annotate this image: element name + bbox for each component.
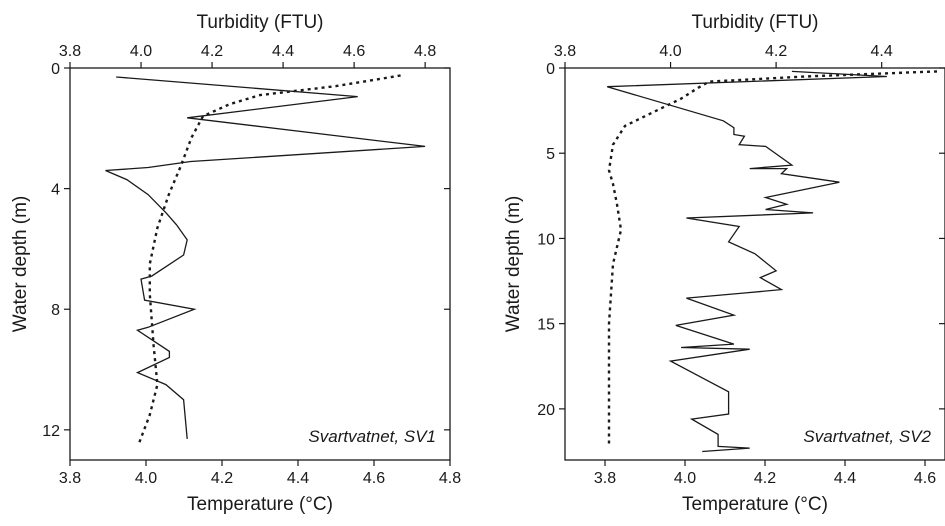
bottom-axis-tick-label: 4.4: [834, 470, 856, 487]
y-axis-tick-label: 0: [51, 61, 60, 78]
temperature-series-line: [137, 74, 401, 446]
top-axis-tick-label: 4.4: [871, 43, 893, 60]
top-axis-tick-label: 3.8: [554, 43, 576, 60]
bottom-axis-tick-label: 4.6: [363, 470, 385, 487]
y-axis-title: Water depth (m): [10, 196, 31, 333]
top-axis-tick-label: 3.8: [59, 43, 81, 60]
y-axis-tick-label: 15: [537, 317, 555, 334]
y-axis-tick-label: 5: [546, 146, 555, 163]
turbidity-series-line: [607, 70, 887, 453]
bottom-axis-tick-label: 4.2: [754, 470, 776, 487]
top-axis-tick-label: 4.6: [343, 43, 365, 60]
bottom-axis-tick-label: 4.0: [135, 470, 157, 487]
bottom-axis-tick-label: 3.8: [594, 470, 616, 487]
top-axis-tick-label: 4.2: [201, 43, 223, 60]
top-axis-title: Turbidity (FTU): [691, 12, 818, 33]
bottom-axis-tick-label: 4.6: [914, 470, 936, 487]
bottom-axis-tick-label: 4.2: [211, 470, 233, 487]
temperature-series-line: [607, 70, 938, 447]
top-axis-tick-label: 4.0: [130, 43, 152, 60]
plot-frame: [69, 67, 451, 461]
y-axis-tick-label: 4: [51, 182, 60, 199]
bottom-axis-title: Temperature (°C): [682, 494, 828, 515]
site-annotation: Svartvatnet, SV2: [803, 427, 931, 446]
y-axis-tick-label: 10: [537, 231, 555, 248]
top-axis-title: Turbidity (FTU): [196, 12, 323, 33]
bottom-axis-tick-label: 4.4: [287, 470, 309, 487]
plot-frame: [564, 67, 945, 461]
top-axis-tick-label: 4.8: [414, 43, 436, 60]
turbidity-series-line: [105, 76, 426, 439]
panel-sv1: 3.8 4.0 4.2 4.4 4.6 4.8 Turbidity (FTU) 3.8 4.0 4…: [10, 12, 461, 515]
bottom-axis-tick-label: 3.8: [59, 470, 81, 487]
bottom-axis-title: Temperature (°C): [187, 494, 333, 515]
y-axis-tick-label: 0: [546, 61, 555, 78]
bottom-axis-tick-label: 4.8: [439, 470, 461, 487]
top-axis-tick-label: 4.2: [765, 43, 787, 60]
top-axis-tick-label: 4.0: [659, 43, 681, 60]
bottom-axis-tick-label: 4.0: [674, 470, 696, 487]
y-axis-tick-label: 8: [51, 302, 60, 319]
y-axis-tick-label: 12: [42, 423, 60, 440]
top-axis-tick-label: 4.4: [272, 43, 294, 60]
y-axis-tick-label: 20: [537, 402, 555, 419]
y-axis-title: Water depth (m): [503, 196, 524, 333]
panel-sv2: 3.8 4.0 4.2 4.4 Turbidity (FTU) 3.8 4.0 4.2 4.4 4…: [503, 12, 945, 515]
site-annotation: Svartvatnet, SV1: [308, 427, 436, 446]
